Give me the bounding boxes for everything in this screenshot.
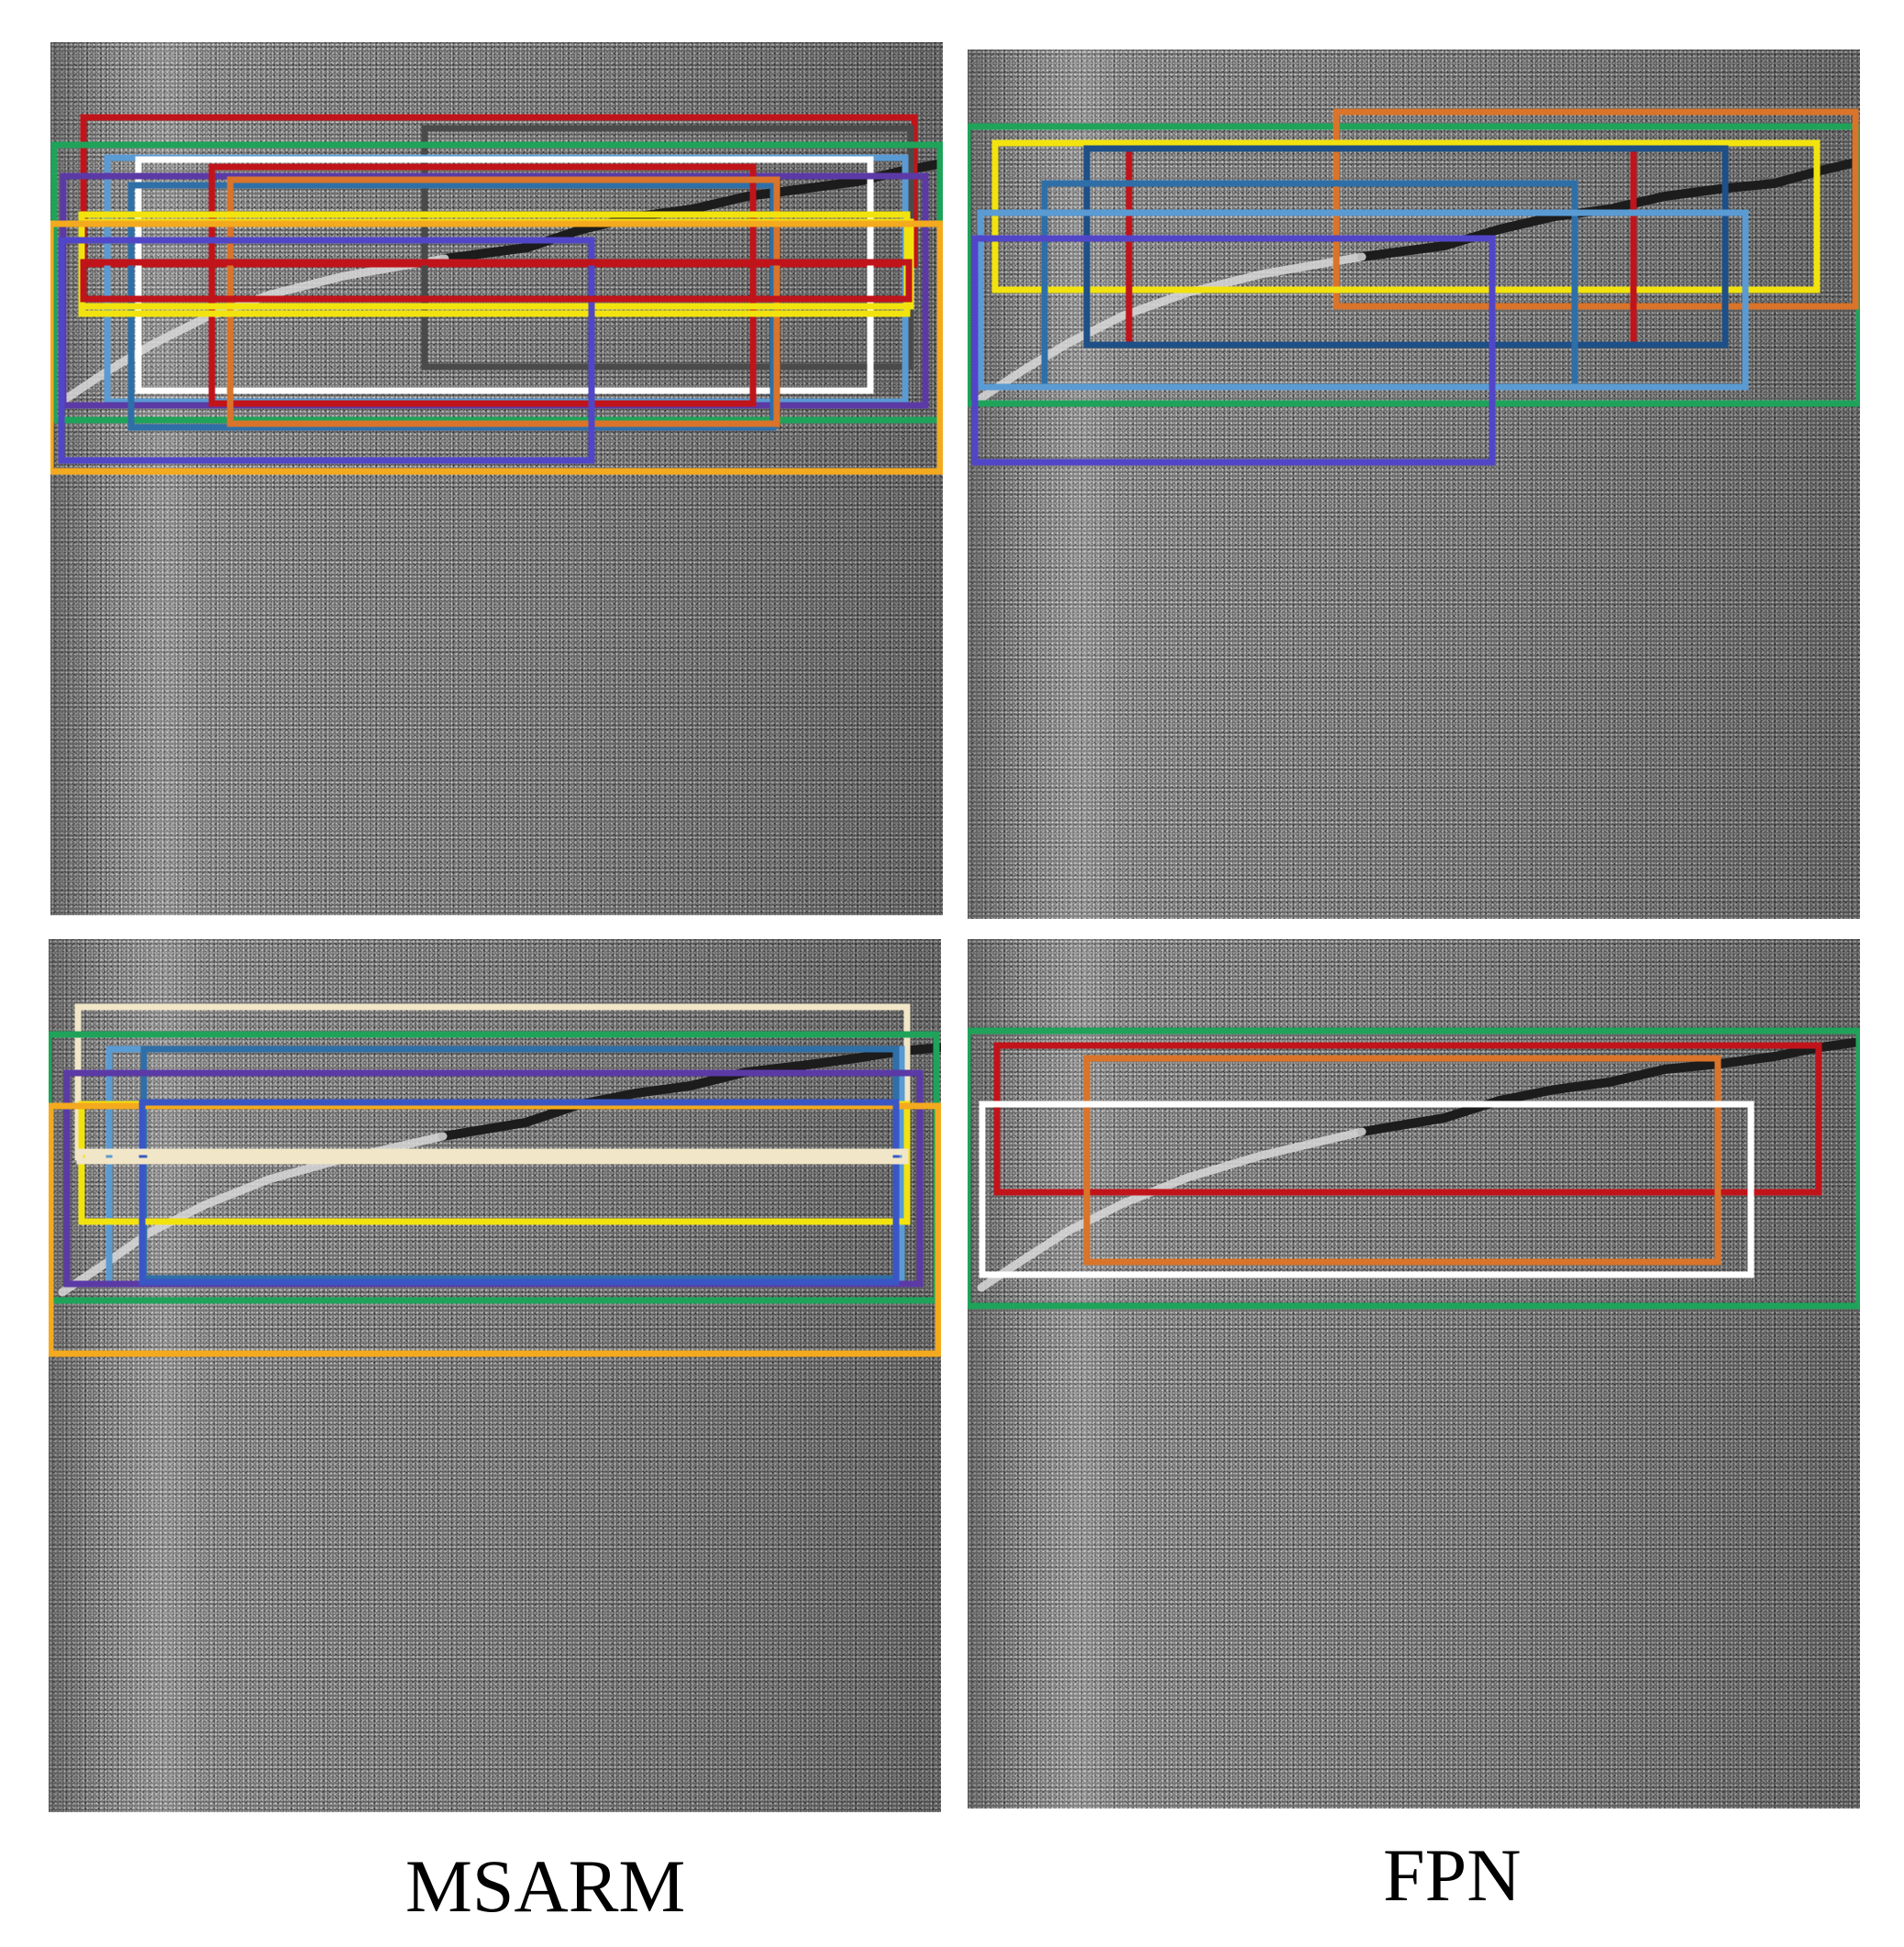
msarm-detection-panel-bottom (49, 939, 941, 1812)
detection-box-white (979, 1101, 1755, 1278)
detection-box-indigo (58, 237, 595, 464)
detection-boxes (968, 1027, 1860, 1310)
detection-box-orange (49, 1102, 941, 1357)
fpn-detection-panel-bottom (968, 939, 1860, 1809)
detection-box-cream (76, 1148, 909, 1165)
crack-light-segment (60, 254, 449, 404)
crack-overlay (968, 1027, 1860, 1310)
crack-dark-segment (438, 1043, 941, 1141)
detection-box-royalblue (138, 1099, 900, 1286)
detection-box-yellow (991, 139, 1821, 293)
detection-box-red (1125, 145, 1637, 348)
detection-boxes (49, 1003, 941, 1357)
caption-msarm: MSARM (405, 1844, 686, 1928)
detection-box-brownorange (1083, 1055, 1721, 1266)
crack-dark-segment (1357, 157, 1860, 261)
detection-box-cream (74, 1003, 911, 1161)
crack-overlay (968, 108, 1860, 466)
detection-box-red (80, 259, 913, 303)
detection-box-white (135, 156, 874, 394)
detection-boxes (50, 114, 943, 475)
detection-box-green (968, 1027, 1860, 1310)
crack-light-segment (977, 1127, 1367, 1292)
detection-box-lightblue (977, 209, 1749, 391)
detection-box-brownorange (1333, 108, 1859, 310)
crack-overlay (50, 114, 943, 475)
detection-boxes (968, 108, 1860, 466)
crack-dark-segment (1357, 1037, 1860, 1136)
detection-box-lightblue (105, 1045, 905, 1288)
detection-box-indigo (971, 235, 1496, 466)
detection-box-navy (1083, 145, 1729, 348)
detection-box-purple (60, 172, 929, 409)
msarm-detection-panel-top (50, 42, 943, 915)
detection-box-red (208, 163, 757, 407)
crack-light-segment (977, 252, 1367, 403)
fpn-detection-panel-top (968, 50, 1860, 919)
detection-box-orange (50, 220, 943, 475)
detection-box-red (993, 1042, 1822, 1196)
detection-box-green (968, 123, 1860, 407)
crack-overlay (49, 1003, 941, 1357)
caption-fpn: FPN (1383, 1833, 1522, 1917)
